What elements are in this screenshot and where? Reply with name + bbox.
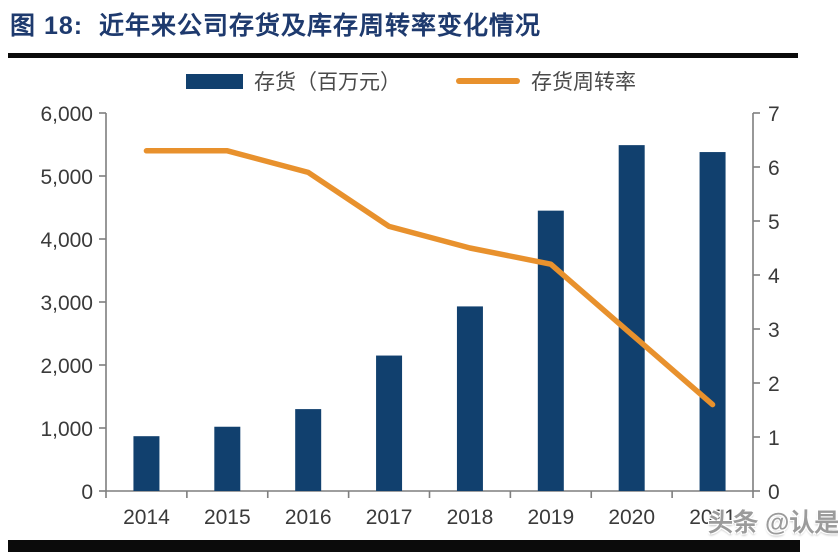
line-swatch-icon (456, 78, 520, 84)
watermark: 头条 @认是 (708, 509, 838, 537)
x-tick-label-2021: 2021 (689, 506, 736, 529)
y-left-tick-label: 3,000 (40, 292, 93, 315)
bottom-rule (8, 540, 800, 552)
turnover-line (143, 148, 716, 408)
legend-item-turnover: 存货周转率 (456, 66, 636, 96)
bar-2020 (618, 145, 645, 491)
y-left-tick-label: 6,000 (40, 103, 93, 126)
y-right-tick-label: 3 (768, 319, 780, 342)
y-left-tick-label: 0 (81, 481, 93, 504)
x-tick-label-2016: 2016 (285, 506, 332, 529)
legend-label-turnover: 存货周转率 (531, 71, 636, 94)
bar-swatch-icon (186, 73, 243, 89)
y-left-tick-label: 4,000 (40, 229, 93, 252)
x-tick-label-2020: 2020 (608, 506, 655, 529)
bar-2014 (133, 436, 160, 491)
x-tick-label-2015: 2015 (204, 506, 251, 529)
y-right-tick-label: 1 (768, 427, 780, 450)
legend-label-inventory: 存货（百万元） (254, 71, 401, 94)
title-separator-rule (8, 53, 798, 58)
y-left-tick-label: 2,000 (40, 355, 93, 378)
x-tick-label-2014: 2014 (123, 506, 170, 529)
y-right-tick-label: 2 (768, 373, 780, 396)
legend-item-inventory: 存货（百万元） (186, 66, 401, 96)
y-right-tick-label: 5 (768, 211, 780, 234)
bar-2019 (537, 210, 564, 491)
bar-2017 (376, 355, 403, 491)
figure-title: 图 18: 近年来公司存货及库存周转率变化情况 (10, 12, 541, 40)
y-right-tick-label: 0 (768, 481, 780, 504)
x-tick-label-2019: 2019 (527, 506, 574, 529)
y-left-tick-label: 1,000 (40, 418, 93, 441)
bar-2021 (699, 152, 726, 491)
y-right-tick-label: 6 (768, 157, 780, 180)
bar-2018 (456, 306, 483, 491)
x-tick-label-2018: 2018 (447, 506, 494, 529)
y-right-tick-label: 7 (768, 103, 780, 126)
bar-2016 (295, 409, 322, 491)
y-left-tick-label: 5,000 (40, 166, 93, 189)
bar-2015 (214, 426, 241, 491)
y-right-tick-label: 4 (768, 265, 780, 288)
x-tick-label-2017: 2017 (366, 506, 413, 529)
chart-legend: 存货（百万元） 存货周转率 (186, 66, 636, 96)
